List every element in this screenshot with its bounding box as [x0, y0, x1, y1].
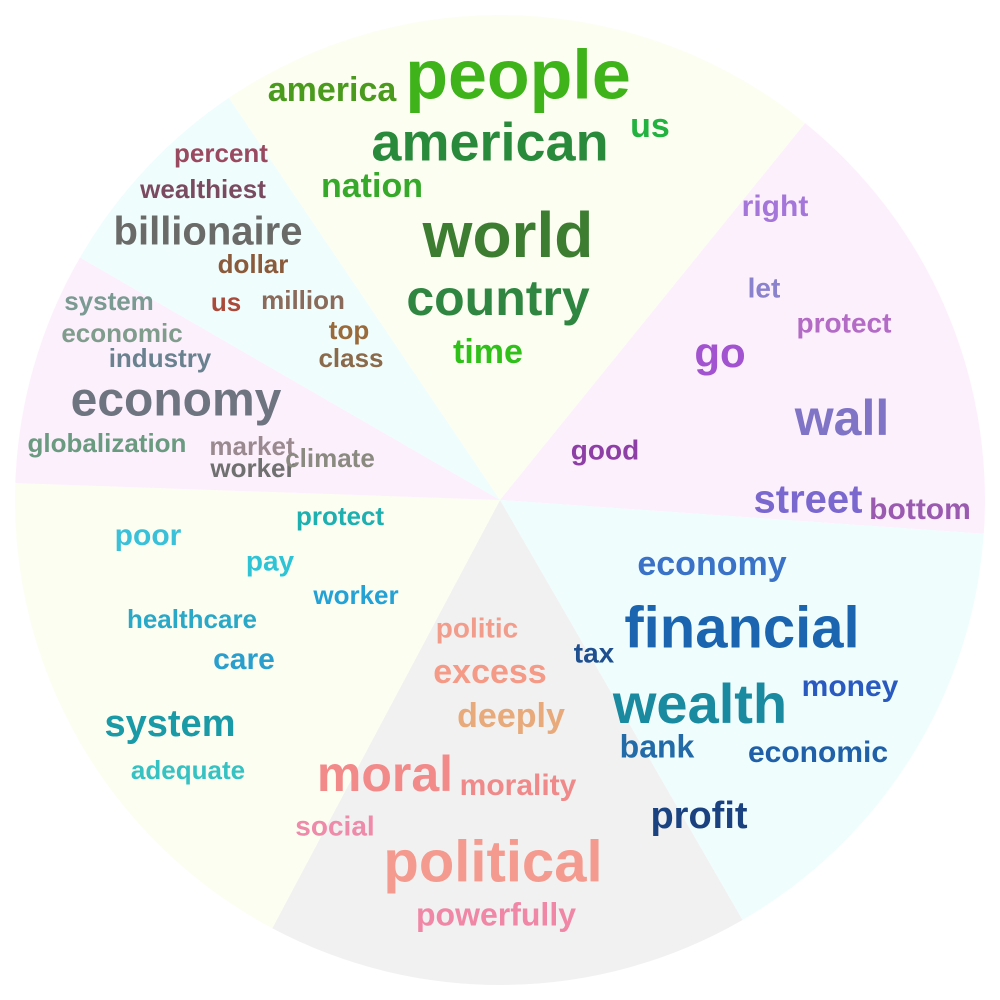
- word-gray-climate: climate: [285, 443, 375, 473]
- word-brown-million: million: [261, 285, 345, 315]
- word-cyan-pay: pay: [246, 545, 295, 576]
- wheel-sectors: [15, 15, 985, 985]
- word-gray-economy: economy: [71, 374, 282, 427]
- word-gray-market: market: [209, 431, 295, 461]
- word-green-america: america: [268, 71, 398, 109]
- word-brown-percent: percent: [174, 138, 268, 168]
- word-green-country: country: [406, 270, 590, 326]
- word-gray-system: system: [64, 286, 154, 316]
- word-purple-right: right: [742, 190, 809, 223]
- word-blue-economy: economy: [637, 545, 786, 583]
- word-green-nation: nation: [321, 167, 423, 205]
- word-cyan-healthcare: healthcare: [127, 604, 257, 634]
- word-purple-street: street: [754, 478, 863, 522]
- word-blue-economic: economic: [748, 736, 888, 769]
- sector-pink: [272, 500, 743, 985]
- word-pink-political: political: [383, 829, 602, 894]
- word-pink-excess: excess: [433, 653, 546, 691]
- word-brown-us: us: [211, 287, 241, 317]
- word-brown-billionaire: billionaire: [114, 210, 303, 254]
- word-pink-social: social: [295, 810, 374, 841]
- word-green-us: us: [630, 107, 670, 145]
- word-purple-wall: wall: [794, 390, 889, 446]
- sector-green: [228, 15, 806, 500]
- word-gray-industry: industry: [109, 343, 212, 373]
- word-pink-moral: moral: [317, 746, 453, 802]
- word-purple-let: let: [748, 272, 781, 303]
- word-cyan-poor: poor: [115, 519, 182, 552]
- word-gray-globalization: globalization: [28, 428, 187, 458]
- word-cyan-care: care: [213, 643, 275, 676]
- word-brown-top: top: [329, 315, 369, 345]
- word-brown-dollar: dollar: [218, 249, 289, 279]
- word-purple-good: good: [571, 434, 639, 465]
- sector-brown: [80, 97, 500, 501]
- sector-gray: [15, 257, 501, 500]
- word-gray-economic: economic: [61, 318, 182, 348]
- word-pink-powerfully: powerfully: [416, 896, 576, 932]
- word-brown-wealthiest: wealthiest: [139, 174, 266, 204]
- word-purple-go: go: [694, 329, 745, 376]
- word-cyan-adequate: adequate: [131, 755, 245, 785]
- word-blue-profit: profit: [650, 795, 747, 837]
- word-green-american: american: [371, 112, 608, 172]
- word-brown-class: class: [318, 343, 383, 373]
- word-green-world: world: [422, 199, 594, 271]
- word-gray-worker: worker: [209, 453, 295, 483]
- word-cyan-system: system: [105, 703, 236, 745]
- sector-blue: [500, 500, 984, 920]
- word-blue-money: money: [802, 670, 899, 703]
- word-blue-wealth: wealth: [612, 672, 787, 735]
- word-purple-protect: protect: [797, 307, 892, 338]
- word-purple-bottom: bottom: [869, 493, 971, 526]
- word-pink-morality: morality: [460, 769, 577, 802]
- word-cyan-protect: protect: [296, 501, 384, 531]
- word-blue-financial: financial: [624, 595, 859, 660]
- word-pink-politic: politic: [436, 612, 518, 643]
- sector-cyan: [15, 483, 501, 929]
- word-pink-deeply: deeply: [457, 697, 565, 735]
- word-green-people: people: [405, 35, 631, 113]
- word-blue-bank: bank: [620, 728, 695, 764]
- word-blue-tax: tax: [574, 637, 615, 668]
- word-cyan-worker: worker: [312, 580, 398, 610]
- sector-purple: [500, 123, 985, 534]
- word-green-time: time: [453, 333, 523, 371]
